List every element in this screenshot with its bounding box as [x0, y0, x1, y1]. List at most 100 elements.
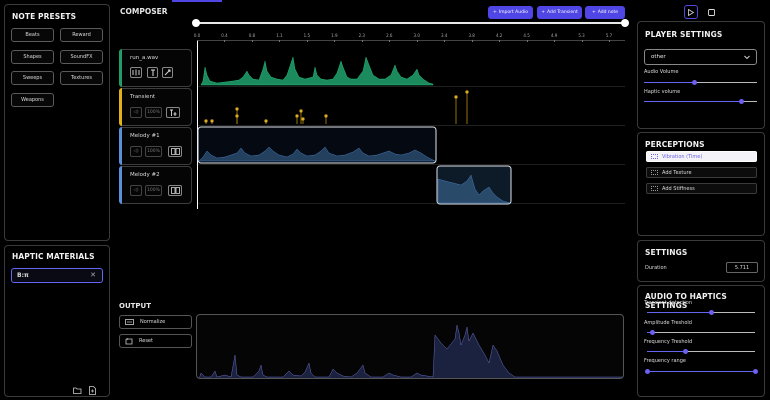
- add-transient-button[interactable]: + Add Transient: [537, 6, 582, 19]
- frequency-range-max-knob[interactable]: [752, 369, 758, 374]
- play-button[interactable]: [684, 5, 698, 19]
- track-percent[interactable]: 100%: [145, 107, 162, 118]
- plus-icon: +: [493, 10, 497, 15]
- ruler-tick-label: 5.7: [605, 33, 613, 38]
- ruler-tick: [609, 40, 610, 42]
- book-icon[interactable]: [168, 146, 182, 157]
- track-percent[interactable]: 100%: [145, 185, 162, 196]
- volume-icon[interactable]: ◁): [130, 107, 142, 118]
- wave-icon: [651, 154, 658, 159]
- audio-volume-knob[interactable]: [692, 80, 698, 85]
- ruler-tick: [554, 40, 556, 42]
- ruler-tick-label: 3.8: [468, 33, 475, 38]
- reset-button[interactable]: Reset: [119, 334, 192, 348]
- duration-label: Duration: [645, 265, 667, 271]
- player-select[interactable]: other: [644, 49, 757, 65]
- material-search-input[interactable]: B:π ✕: [11, 268, 103, 283]
- transient-markers[interactable]: [204, 90, 469, 124]
- track-header-transient[interactable]: Transient ◁) 100%: [119, 88, 192, 126]
- frequency-threshold-track[interactable]: [647, 351, 755, 352]
- frequency-threshold-knob[interactable]: [683, 349, 689, 354]
- magic-wand-icon[interactable]: [162, 67, 173, 78]
- track-header-melody-2[interactable]: Melody #2 ◁) 100%: [119, 166, 192, 204]
- track-color-accent: [119, 127, 122, 165]
- timeline-range-slider[interactable]: [196, 22, 625, 24]
- import-audio-button[interactable]: + Import Audio: [488, 6, 533, 19]
- ruler-tick-label: 1.1: [276, 33, 283, 38]
- amplitude-threshold-fill: [647, 332, 653, 333]
- add-texture-button[interactable]: Add Texture: [646, 167, 757, 178]
- stiffness-icon: [651, 186, 658, 191]
- melody-1-note[interactable]: [197, 126, 437, 164]
- range-end-handle[interactable]: [621, 19, 629, 27]
- stop-icon: [707, 8, 715, 16]
- timeline-ruler: [197, 31, 625, 41]
- track-header-melody-1[interactable]: Melody #1 ◁) 100%: [119, 127, 192, 165]
- ruler-tick-label: 0.4: [221, 33, 228, 38]
- range-start-handle[interactable]: [192, 19, 200, 27]
- ruler-tick: [444, 40, 446, 42]
- volume-icon[interactable]: ◁): [130, 146, 142, 157]
- plus-icon: +: [591, 10, 596, 15]
- book-icon[interactable]: [168, 185, 182, 196]
- track-header-audio[interactable]: run_a.wav: [119, 49, 192, 87]
- audio-volume-label: Audio Volume: [644, 69, 679, 75]
- normalize-button[interactable]: Normalize: [119, 315, 192, 329]
- folder-open-icon[interactable]: [73, 387, 82, 394]
- play-icon: [688, 8, 694, 16]
- transient-detection-fill: [647, 312, 712, 313]
- pin-icon[interactable]: [147, 67, 158, 78]
- stop-button[interactable]: [704, 5, 718, 19]
- reset-icon: [125, 337, 133, 344]
- note-presets-title: NOTE PRESETS: [12, 12, 77, 21]
- split-icon[interactable]: [130, 67, 142, 78]
- lane-melody-2: [197, 165, 625, 204]
- lane-melody-1: [197, 126, 625, 165]
- ruler-tick-label: 5.3: [578, 33, 585, 38]
- save-file-icon[interactable]: [89, 386, 96, 395]
- add-note-button[interactable]: + Add note: [585, 6, 625, 19]
- volume-icon[interactable]: ◁): [130, 185, 142, 196]
- perceptions-title: PERCEPTIONS: [645, 140, 705, 149]
- plus-icon: +: [541, 10, 546, 15]
- chevron-down-icon: [744, 55, 750, 60]
- composer-canvas[interactable]: [197, 41, 625, 209]
- clear-icon[interactable]: ✕: [90, 271, 96, 279]
- add-transient-icon[interactable]: [166, 107, 180, 118]
- ruler-tick-label: 0.8: [248, 33, 256, 38]
- duration-input[interactable]: 5.711: [726, 262, 758, 273]
- haptic-volume-fill: [644, 101, 742, 102]
- player-settings-title: PLAYER SETTINGS: [645, 30, 723, 39]
- import-audio-label: Import Audio: [498, 10, 528, 15]
- ruler-tick-label: 2.3: [358, 33, 365, 38]
- preset-reward[interactable]: Reward: [60, 28, 103, 42]
- preset-shapes[interactable]: Shapes: [11, 50, 54, 64]
- audio-to-haptics-title: AUDIO TO HAPTICS SETTINGS: [645, 292, 727, 310]
- frequency-range-min-knob[interactable]: [644, 369, 650, 374]
- output-preview: [196, 314, 624, 379]
- preset-textures[interactable]: Textures: [60, 71, 103, 85]
- add-stiffness-button[interactable]: Add Stiffness: [646, 183, 757, 194]
- add-stiffness-label: Add Stiffness: [662, 185, 695, 192]
- perception-vibration[interactable]: Vibration (Time): [646, 151, 757, 162]
- frequency-range-fill[interactable]: [647, 371, 755, 372]
- transient-detection-knob[interactable]: [709, 310, 715, 315]
- ruler-tick: [499, 40, 501, 42]
- preset-weapons[interactable]: Weapons: [11, 93, 54, 107]
- ruler-tick-label: 3.0: [413, 33, 420, 38]
- track-color-accent: [119, 49, 122, 87]
- ruler-tick: [224, 40, 226, 42]
- track-percent[interactable]: 100%: [145, 146, 162, 157]
- amplitude-threshold-knob[interactable]: [649, 330, 655, 335]
- ruler-tick-label: 4.9: [550, 33, 558, 38]
- ruler-tick-label: 0.0: [193, 33, 201, 38]
- amplitude-threshold-track[interactable]: [647, 332, 755, 333]
- frequency-threshold-label: Frequency Treshold: [644, 339, 693, 345]
- audio-volume-fill: [644, 82, 695, 83]
- audio-volume-track[interactable]: [644, 82, 757, 83]
- preset-soundfx[interactable]: SoundFX: [60, 50, 103, 64]
- preset-beats[interactable]: Beats: [11, 28, 54, 42]
- haptic-volume-knob[interactable]: [738, 99, 744, 104]
- track-name: Transient: [130, 94, 156, 100]
- preset-sweeps[interactable]: Sweeps: [11, 71, 54, 85]
